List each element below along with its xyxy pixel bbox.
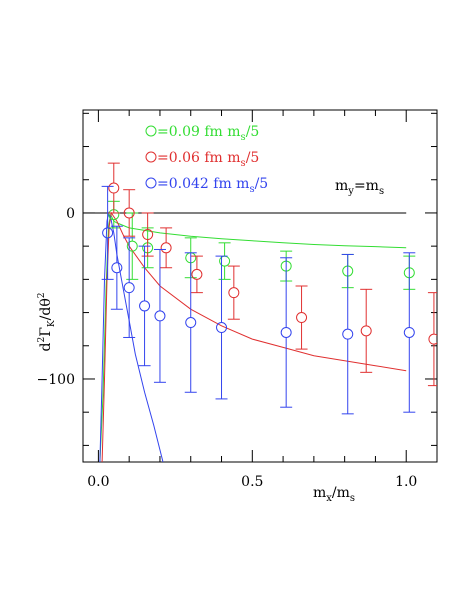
data-point: [126, 212, 139, 280]
data-marker: [160, 242, 172, 254]
legend-marker: [145, 151, 157, 163]
data-point: [101, 185, 114, 280]
legend-label: =0.09 fm ms/5: [157, 124, 259, 143]
data-marker: [123, 207, 135, 219]
x-tick-label: 0.0: [87, 474, 109, 490]
data-point: [138, 245, 151, 367]
legend-marker: [145, 125, 157, 137]
data-marker: [360, 325, 372, 337]
data-marker: [428, 333, 437, 345]
data-point: [218, 242, 231, 280]
data-point: [280, 257, 293, 408]
annotation: my=ms: [335, 178, 384, 197]
data-marker: [102, 227, 114, 239]
data-point: [295, 285, 308, 350]
curves: [99, 211, 407, 462]
x-tick-label: 0.5: [241, 474, 263, 490]
data-point: [360, 288, 373, 373]
plot-frame: [82, 109, 438, 463]
data-marker: [154, 310, 166, 322]
data-marker: [403, 326, 415, 338]
y-tick-label: −100: [37, 372, 75, 388]
data-marker: [280, 326, 292, 338]
fit-curve: [101, 211, 407, 462]
data-marker: [216, 322, 228, 334]
y-tick-label: 0: [66, 206, 75, 222]
data-marker: [108, 182, 120, 194]
data-point: [141, 212, 154, 257]
data-point: [160, 227, 173, 269]
legend-label: =0.06 fm ms/5: [157, 150, 259, 169]
data-marker: [185, 317, 197, 329]
legend-marker: [145, 177, 157, 189]
data-marker: [126, 240, 138, 252]
data-marker: [123, 282, 135, 294]
x-tick-label: 1.0: [395, 474, 417, 490]
data-points: [101, 162, 437, 415]
y-axis-label: d2ΓK/dθ2: [37, 293, 57, 352]
data-point: [190, 255, 203, 294]
data-point: [123, 189, 136, 237]
legend-label: =0.042 fm ms/5: [157, 176, 268, 195]
data-point: [123, 237, 136, 338]
data-point: [427, 292, 437, 387]
fit-curve: [99, 212, 407, 462]
data-marker: [111, 262, 123, 274]
data-point: [107, 162, 120, 214]
axis-labels: my=ms mx/ms d2ΓK/dθ2: [37, 178, 384, 504]
axis-ticks: 0.0 0.5 1.0 0 −100: [37, 110, 438, 490]
data-point: [110, 225, 123, 310]
data-point: [341, 253, 354, 415]
legend: =0.09 fm ms/5 =0.06 fm ms/5 =0.042 fm ms/5: [145, 124, 268, 195]
data-marker: [296, 312, 308, 324]
data-marker: [191, 268, 203, 280]
data-point: [215, 255, 228, 400]
data-point: [184, 252, 197, 393]
x-axis-label: mx/ms: [313, 485, 355, 504]
data-point: [227, 265, 240, 320]
data-point: [153, 248, 166, 383]
data-marker: [139, 300, 151, 312]
data-marker: [142, 229, 154, 241]
fit-curve: [99, 211, 164, 462]
data-marker: [228, 287, 240, 299]
data-point: [403, 252, 416, 413]
data-marker: [342, 328, 354, 340]
